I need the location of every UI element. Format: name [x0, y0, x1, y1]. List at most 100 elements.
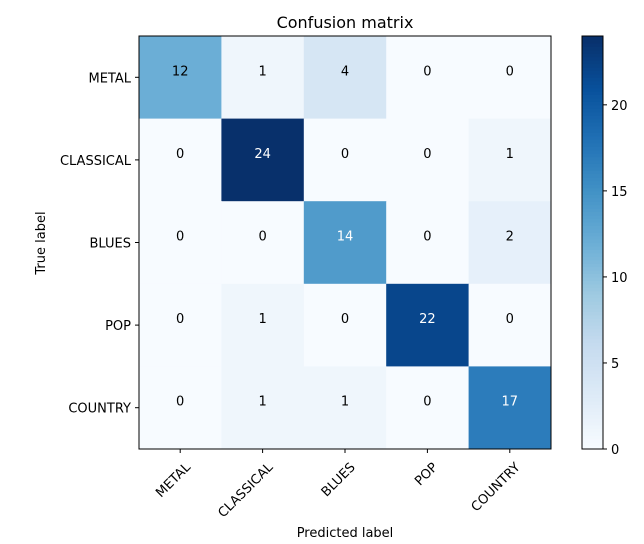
heatmap-cell [139, 118, 222, 202]
colorbar-strip [582, 159, 603, 164]
colorbar-strip [582, 301, 603, 306]
cell-value-label: 4 [341, 64, 349, 79]
colorbar-strip [582, 438, 603, 443]
colorbar-strip [582, 66, 603, 72]
cell-value-label: 0 [341, 312, 349, 327]
cell-value-label: 2 [506, 230, 514, 245]
colorbar-strip [582, 369, 603, 374]
colorbar-strip [582, 218, 603, 223]
colorbar-strip [582, 166, 603, 171]
colorbar-strip [582, 135, 603, 140]
heatmap-cell [221, 366, 305, 450]
colorbar-strip [582, 373, 603, 378]
heatmap-cell [221, 36, 305, 120]
heatmap-cell [303, 283, 387, 367]
colorbar-strip [582, 149, 603, 154]
colorbar-strip [582, 187, 603, 192]
colorbar-strip [582, 115, 603, 120]
colorbar-strip [582, 122, 603, 127]
colorbar-strip [582, 325, 603, 330]
colorbar-strip [582, 352, 603, 357]
x-tick-label: METAL [153, 460, 194, 501]
heatmap-cell [221, 283, 305, 367]
cell-value-label: 22 [419, 312, 436, 327]
colorbar-strip [582, 273, 603, 278]
colorbar-strip [582, 307, 603, 312]
chart-title: Confusion matrix [277, 13, 414, 32]
colorbar-strip [582, 104, 603, 109]
colorbar-strip [582, 177, 603, 182]
colorbar-strip [582, 428, 603, 433]
y-axis-label: True label [34, 211, 49, 275]
heatmap-cell [468, 36, 552, 120]
colorbar-strip [582, 297, 603, 302]
heatmap-cell [221, 201, 305, 285]
y-tick-label: BLUES [90, 237, 132, 252]
cell-value-label: 0 [423, 230, 431, 245]
heatmap-grid: 12 1 4 0 00 24 0 0 10 0 14 0 20 1 0 22 00 1 1 0 17 [139, 36, 552, 450]
heatmap-cell [139, 201, 222, 285]
y-tick-label: CLASSICAL [60, 154, 132, 169]
colorbar-strip [582, 87, 603, 92]
colorbar-strip [582, 225, 603, 230]
colorbar-strip [582, 77, 603, 82]
colorbar-strip [582, 221, 603, 226]
colorbar-strip [582, 56, 603, 61]
colorbar-strip [582, 91, 603, 96]
colorbar-tick-label: 15 [611, 185, 628, 200]
cell-value-label: 0 [423, 64, 431, 79]
cell-value-label: 1 [341, 395, 349, 410]
colorbar-strip [582, 421, 603, 426]
colorbar-strip [582, 46, 603, 51]
heatmap-cell [139, 36, 222, 120]
colorbar-strip [582, 407, 603, 412]
x-tick-label: BLUES [319, 460, 359, 500]
colorbar-strip [582, 276, 603, 281]
colorbar-strip [582, 80, 603, 85]
colorbar-strip [582, 214, 603, 220]
colorbar-strip [582, 328, 603, 333]
cell-value-label: 24 [254, 147, 271, 162]
colorbar-strip [582, 235, 603, 240]
x-tick-label: CLASSICAL [215, 460, 276, 521]
heatmap-cell [468, 366, 552, 450]
colorbar-strip [582, 194, 603, 199]
heatmap-cell [468, 118, 552, 202]
colorbar-strip [582, 404, 603, 409]
cell-value-label: 0 [423, 395, 431, 410]
heatmap-cell [468, 201, 552, 285]
colorbar-strip [582, 314, 603, 319]
y-tick-label: METAL [89, 71, 132, 86]
colorbar-strip [582, 156, 603, 161]
colorbar-strip [582, 359, 603, 364]
colorbar-strip [582, 349, 603, 354]
colorbar-strip [582, 125, 603, 130]
colorbar-strip [582, 190, 603, 195]
colorbar-strip [582, 294, 603, 299]
y-tick-label: POP [105, 319, 131, 334]
colorbar-strip [582, 362, 603, 367]
colorbar-strip [582, 259, 603, 264]
colorbar-strip [582, 128, 603, 133]
colorbar-strip [582, 283, 603, 288]
colorbar-strip [582, 311, 603, 316]
colorbar-strip [582, 342, 603, 347]
colorbar-strip [582, 256, 603, 261]
cell-value-label: 1 [258, 64, 266, 79]
colorbar-strip [582, 163, 603, 168]
cell-value-label: 1 [258, 395, 266, 410]
heatmap-cell [386, 201, 470, 285]
colorbar-strip [582, 111, 603, 116]
colorbar-strip [582, 263, 603, 268]
heatmap-cell [303, 366, 387, 450]
heatmap-cell [139, 366, 222, 450]
colorbar-strip [582, 418, 603, 423]
colorbar-tick-label: 20 [611, 99, 628, 114]
colorbar-strip [582, 393, 603, 398]
colorbar-strip [582, 390, 603, 395]
heatmap-cell [386, 118, 470, 202]
heatmap-cell [386, 283, 470, 367]
colorbar-strip [582, 139, 603, 144]
y-axis-ticks: METAL CLASSICAL BLUES POP COUNTRY [60, 71, 139, 417]
